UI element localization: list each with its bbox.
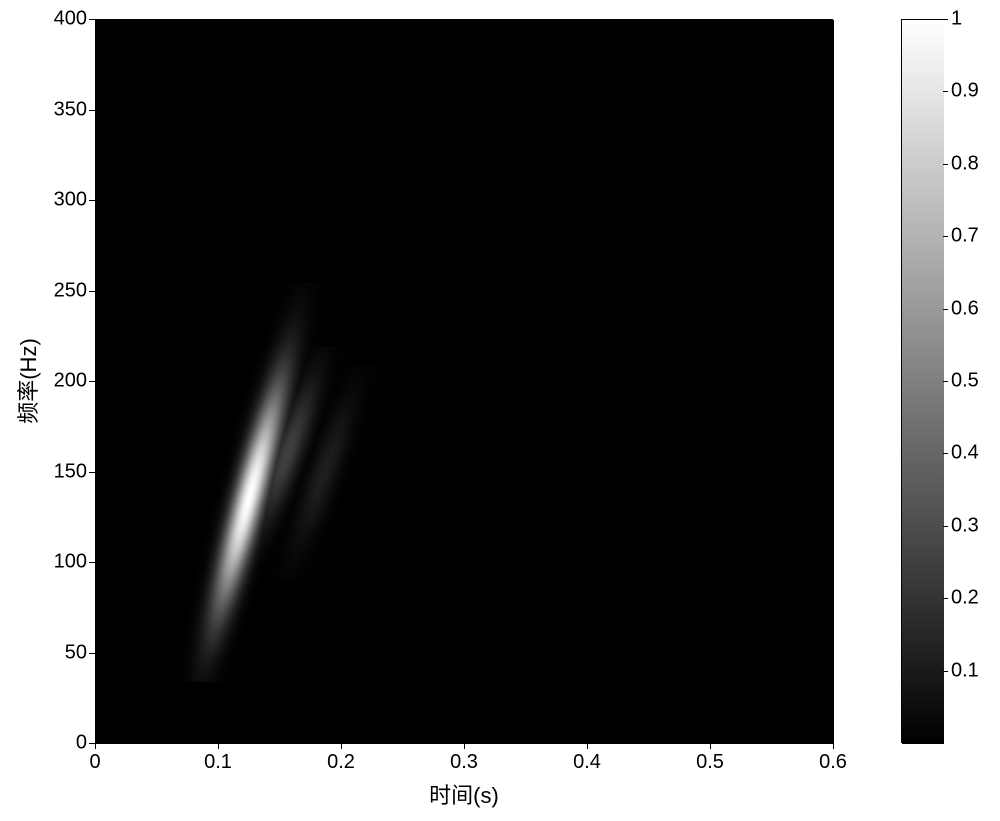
colorbar-tick-mark [943, 671, 948, 672]
colorbar-tick-mark [943, 453, 948, 454]
colorbar-tick-mark [943, 164, 948, 165]
x-tick-label: 0.5 [696, 751, 724, 774]
colorbar-tick-label: 0.2 [951, 587, 979, 610]
x-tick-label: 0.2 [327, 751, 355, 774]
y-tick-mark [89, 472, 95, 473]
x-tick-mark [95, 743, 96, 749]
x-tick-mark [587, 743, 588, 749]
x-tick-mark [464, 743, 465, 749]
y-tick-mark [89, 743, 95, 744]
colorbar-tick-label: 0.7 [951, 225, 979, 248]
colorbar-tick-label: 0.3 [951, 514, 979, 537]
y-tick-label: 350 [47, 98, 87, 121]
colorbar-tick-label: 0.6 [951, 297, 979, 320]
y-tick-mark [89, 381, 95, 382]
x-tick-label: 0 [89, 751, 100, 774]
colorbar-tick-label: 0.5 [951, 370, 979, 393]
colorbar-tick-mark [943, 598, 948, 599]
x-tick-mark [218, 743, 219, 749]
y-tick-label: 0 [47, 732, 87, 755]
spectrogram-canvas [96, 20, 834, 744]
y-tick-mark [89, 562, 95, 563]
x-axis-label: 时间(s) [429, 778, 499, 810]
y-tick-mark [89, 110, 95, 111]
colorbar-canvas [902, 20, 944, 744]
y-tick-mark [89, 200, 95, 201]
y-tick-label: 250 [47, 279, 87, 302]
y-tick-label: 150 [47, 460, 87, 483]
figure-container: 0 0.1 0.2 0.3 0.4 0.5 0.6 0 50 100 150 200 250 300 350… [0, 0, 1000, 821]
spectrogram-plot [95, 19, 833, 743]
x-tick-mark [710, 743, 711, 749]
colorbar-tick-label: 0.1 [951, 659, 979, 682]
y-tick-mark [89, 19, 95, 20]
colorbar-tick-label: 0.4 [951, 442, 979, 465]
colorbar-tick-mark [943, 526, 948, 527]
colorbar-tick-mark [943, 309, 948, 310]
y-tick-mark [89, 291, 95, 292]
x-tick-label: 0.6 [819, 751, 847, 774]
y-tick-label: 50 [47, 641, 87, 664]
x-tick-label: 0.1 [204, 751, 232, 774]
y-tick-label: 200 [47, 370, 87, 393]
x-tick-label: 0.4 [573, 751, 601, 774]
x-tick-mark [341, 743, 342, 749]
colorbar-tick-mark [943, 236, 948, 237]
colorbar-tick-mark [943, 381, 948, 382]
y-tick-mark [89, 653, 95, 654]
colorbar-tick-label: 1 [951, 8, 962, 31]
x-tick-label: 0.3 [450, 751, 478, 774]
colorbar-tick-label: 0.9 [951, 80, 979, 103]
y-tick-label: 300 [47, 189, 87, 212]
y-tick-label: 100 [47, 551, 87, 574]
colorbar-tick-mark [943, 19, 948, 20]
y-axis-label: 频率(Hz) [11, 338, 43, 424]
colorbar-tick-label: 0.8 [951, 152, 979, 175]
colorbar-tick-mark [943, 91, 948, 92]
x-tick-mark [833, 743, 834, 749]
y-tick-label: 400 [47, 8, 87, 31]
colorbar [901, 19, 943, 743]
